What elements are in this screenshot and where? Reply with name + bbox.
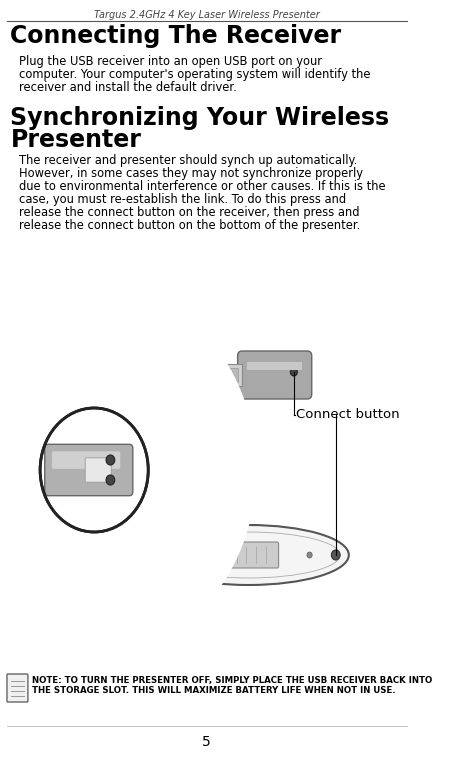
Circle shape — [163, 544, 170, 552]
Text: computer. Your computer's operating system will identify the: computer. Your computer's operating syst… — [19, 68, 370, 81]
Text: The receiver and presenter should synch up automatically.: The receiver and presenter should synch … — [19, 154, 357, 167]
Bar — [217, 368, 238, 382]
Text: THE STORAGE SLOT. THIS WILL MAXIMIZE BATTERY LIFE WHEN NOT IN USE.: THE STORAGE SLOT. THIS WILL MAXIMIZE BAT… — [32, 686, 396, 695]
Ellipse shape — [148, 525, 349, 585]
Circle shape — [149, 537, 155, 544]
Circle shape — [142, 532, 148, 540]
Bar — [218, 370, 224, 380]
Bar — [247, 362, 302, 370]
FancyBboxPatch shape — [52, 451, 120, 469]
Text: 5: 5 — [202, 735, 211, 749]
Text: Plug the USB receiver into an open USB port on your: Plug the USB receiver into an open USB p… — [19, 55, 322, 68]
Circle shape — [128, 525, 134, 531]
Text: Connect button: Connect button — [296, 409, 400, 422]
FancyBboxPatch shape — [85, 458, 111, 482]
Text: Synchronizing Your Wireless: Synchronizing Your Wireless — [10, 106, 389, 130]
Circle shape — [106, 455, 115, 465]
Bar — [214, 364, 242, 386]
Circle shape — [106, 475, 115, 485]
Text: However, in some cases they may not synchronize properly: However, in some cases they may not sync… — [19, 167, 363, 180]
FancyBboxPatch shape — [218, 542, 279, 568]
FancyBboxPatch shape — [45, 444, 133, 496]
Circle shape — [121, 521, 127, 528]
Circle shape — [135, 528, 141, 535]
Circle shape — [332, 550, 340, 560]
Circle shape — [307, 552, 312, 558]
FancyBboxPatch shape — [7, 674, 28, 702]
Circle shape — [161, 551, 167, 559]
Circle shape — [290, 368, 297, 376]
Text: release the connect button on the bottom of the presenter.: release the connect button on the bottom… — [19, 219, 361, 232]
Polygon shape — [0, 284, 256, 656]
Text: Presenter: Presenter — [10, 128, 142, 152]
FancyBboxPatch shape — [238, 351, 312, 399]
Text: Connecting The Receiver: Connecting The Receiver — [10, 24, 342, 48]
Text: NOTE: TO TURN THE PRESENTER OFF, SIMPLY PLACE THE USB RECEIVER BACK INTO: NOTE: TO TURN THE PRESENTER OFF, SIMPLY … — [32, 676, 433, 685]
Text: case, you must re-establish the link. To do this press and: case, you must re-establish the link. To… — [19, 193, 346, 206]
Circle shape — [40, 408, 148, 532]
Text: release the connect button on the receiver, then press and: release the connect button on the receiv… — [19, 206, 360, 219]
Circle shape — [156, 540, 162, 547]
Text: Targus 2.4GHz 4 Key Laser Wireless Presenter: Targus 2.4GHz 4 Key Laser Wireless Prese… — [94, 10, 320, 20]
Text: due to environmental interference or other causes. If this is the: due to environmental interference or oth… — [19, 180, 386, 193]
Text: receiver and install the default driver.: receiver and install the default driver. — [19, 81, 237, 94]
Bar — [227, 370, 232, 380]
